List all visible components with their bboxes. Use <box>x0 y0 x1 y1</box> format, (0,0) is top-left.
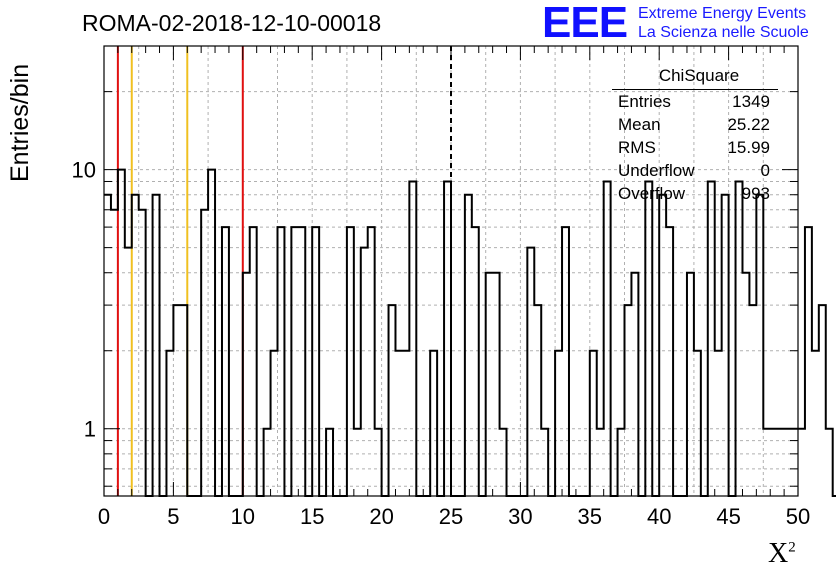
x-axis-label: X2 <box>768 538 796 570</box>
logo-line-2: La Scienza nelle Scuole <box>638 24 809 41</box>
stats-box: ChiSquare Entries 1349 Mean 25.22 RMS 15… <box>612 66 778 203</box>
y-tick-label: 1 <box>84 417 96 442</box>
stats-key: RMS <box>618 138 656 157</box>
x-tick-label: 40 <box>647 504 671 529</box>
x-tick-label: 35 <box>578 504 602 529</box>
stats-title: ChiSquare <box>658 66 740 85</box>
x-tick-label: 30 <box>508 504 532 529</box>
stats-key: Mean <box>618 115 661 134</box>
stats-value: 25.22 <box>727 115 770 134</box>
y-tick-label: 10 <box>72 158 96 183</box>
stats-value: 993 <box>741 184 770 203</box>
stats-key: Entries <box>618 92 671 111</box>
stats-divider <box>612 89 778 90</box>
x-axis-label-sup: 2 <box>788 539 796 556</box>
eee-logo: EEE Extreme Energy Events La Scienza nel… <box>542 0 832 47</box>
stats-key: Underflow <box>618 161 695 180</box>
x-tick-label: 20 <box>369 504 393 529</box>
stats-value: 15.99 <box>727 138 770 157</box>
eee-logo-mark: EEE <box>542 0 628 47</box>
x-tick-label: 10 <box>231 504 255 529</box>
x-tick-label: 25 <box>439 504 463 529</box>
x-tick-label: 0 <box>98 504 110 529</box>
x-tick-label: 45 <box>716 504 740 529</box>
stats-value: 0 <box>760 161 770 180</box>
stats-value: 1349 <box>732 92 770 111</box>
run-title: ROMA-02-2018-12-10-00018 <box>82 10 382 36</box>
histogram-line <box>104 168 836 497</box>
x-axis-label-base: X <box>768 538 789 569</box>
x-tick-label: 15 <box>300 504 324 529</box>
x-tick-label: 50 <box>786 504 810 529</box>
x-tick-label: 5 <box>167 504 179 529</box>
logo-line-1: Extreme Energy Events <box>638 5 807 22</box>
stats-key: Overflow <box>618 184 686 203</box>
